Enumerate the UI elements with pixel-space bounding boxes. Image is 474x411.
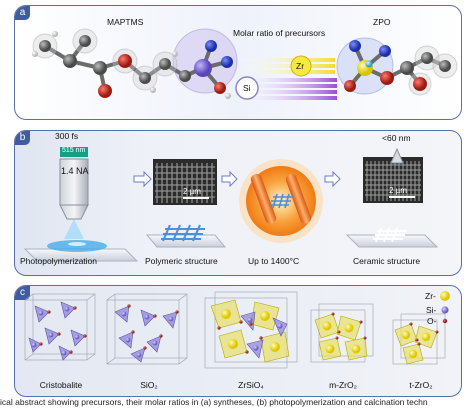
m-zro2-structure: [310, 303, 374, 363]
t-zro2-structure: [392, 313, 446, 365]
molar-ratio-title: Molar ratio of precursors: [233, 28, 326, 38]
arrow-2: [221, 170, 238, 188]
polymer-scalebar-label: 2 µm: [183, 187, 201, 196]
si-ratio-label: Si: [243, 83, 251, 93]
panel-b: b: [14, 130, 462, 276]
panel-a-graphics: [32, 28, 458, 100]
maptms-molecule: [32, 28, 238, 99]
legend-zr-label: Zr-: [425, 291, 436, 301]
arrow-1: [133, 170, 152, 188]
zr-ratio-label: Zr: [296, 61, 305, 71]
maptms-label: MAPTMS: [107, 17, 144, 27]
panel-c-tag: c: [15, 286, 30, 300]
panel-c: c: [14, 285, 462, 397]
step-polymeric-structure: Polymeric structure: [145, 256, 218, 266]
label-t-zro2: t-ZrO₂: [409, 380, 433, 390]
label-zrsio4: ZrSiO₄: [238, 380, 264, 390]
label-cristobalite: Cristobalite: [39, 380, 83, 390]
label-sio2: SiO₂: [140, 380, 158, 390]
polymer-lattice: [145, 224, 227, 248]
figure-caption: ical abstract showing precursors, their …: [0, 397, 428, 407]
na-label: 1.4 NA: [61, 166, 89, 176]
pulse-label: 300 fs: [55, 131, 79, 141]
ceramic-lattice: [345, 227, 439, 248]
legend-zr-icon: [440, 291, 450, 301]
panel-a: a: [14, 5, 462, 120]
ceramic-sem-image: [363, 147, 423, 203]
objective-lens: [59, 147, 89, 239]
step-heating: Up to 1400°C: [248, 256, 300, 266]
legend-si-label: Si-: [426, 305, 437, 315]
polymer-sem-image: [153, 159, 217, 205]
step-photopolymerization: Photopolymerization: [20, 256, 98, 266]
legend-o-label: O-: [427, 316, 437, 326]
zrsio4-structure: [204, 291, 298, 369]
ceramic-scalebar-label: 2 µm: [389, 186, 407, 195]
arrow-3: [324, 170, 341, 188]
cristobalite-structure: [24, 293, 96, 361]
wavelength-label: 515 nm: [62, 147, 86, 154]
panel-a-tag: a: [15, 6, 30, 20]
legend-si-icon: [441, 306, 449, 314]
atom-legend: [440, 291, 450, 324]
panel-b-graphics: [23, 147, 439, 262]
resolution-label: <60 nm: [382, 133, 411, 143]
zpo-label: ZPO: [373, 17, 391, 27]
zpo-molecule: [336, 37, 458, 96]
molar-ratio-graphic: [235, 55, 337, 100]
panel-b-tag: b: [15, 131, 30, 145]
sio2-structure: [106, 293, 188, 365]
panel-c-graphics: [24, 291, 450, 369]
label-m-zro2: m-ZrO₂: [329, 380, 357, 390]
legend-o-icon: [442, 318, 448, 324]
furnace: [239, 159, 323, 243]
resin-droplet: [23, 240, 139, 262]
step-ceramic-structure: Ceramic structure: [353, 256, 421, 266]
